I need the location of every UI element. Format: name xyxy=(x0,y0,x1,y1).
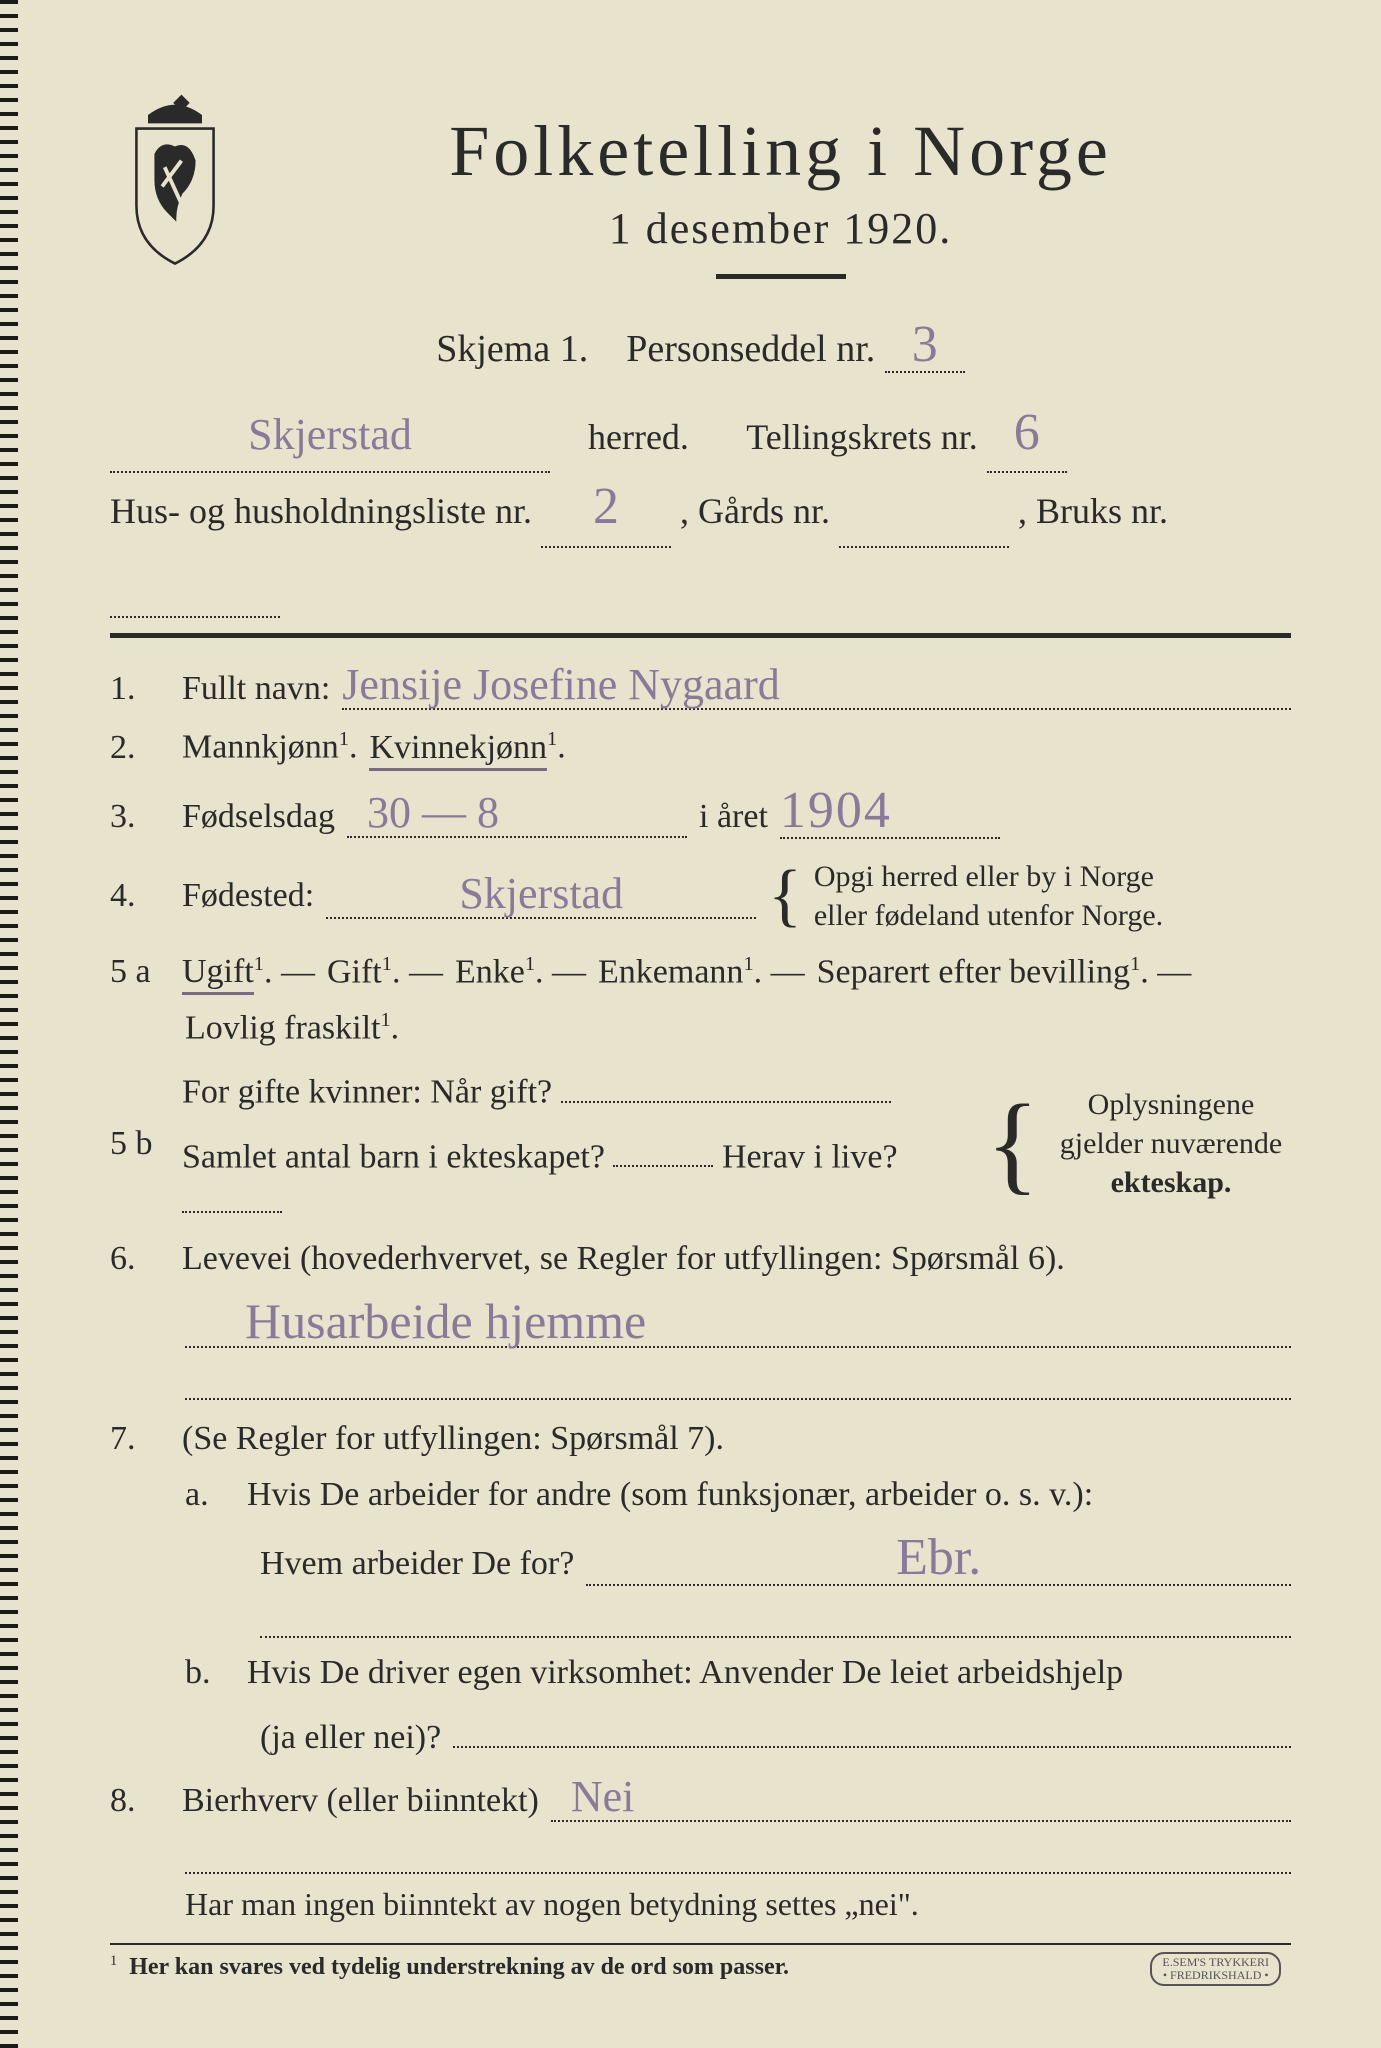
q5b-row: 5 b For gifte kvinner: Når gift? Samlet … xyxy=(110,1065,1291,1222)
q7a-row2: Hvem arbeider De for? Ebr. xyxy=(260,1532,1291,1586)
q3-label-year: i året xyxy=(699,798,768,836)
q3-num: 3. xyxy=(110,798,170,836)
q8-value: Nei xyxy=(571,1775,635,1819)
hushold-value: 2 xyxy=(593,481,619,533)
q5a-opt-enke: Enke1. — xyxy=(455,953,586,991)
q4-num: 4. xyxy=(110,877,170,915)
q7a-blank-line xyxy=(260,1636,1291,1638)
q5a-opt-separert: Separert efter bevilling1. — xyxy=(817,953,1192,991)
q5b-alive-label: Herav i live? xyxy=(722,1138,898,1175)
q5b-children-label: Samlet antal barn i ekteskapet? xyxy=(182,1138,605,1175)
title-block: Folketelling i Norge 1 desember 1920. xyxy=(270,110,1291,309)
q4-value: Skjerstad xyxy=(459,872,623,916)
brace-icon: { xyxy=(768,878,802,913)
q2-row: 2. Mannkjønn1. Kvinnekjønn1. xyxy=(110,728,1291,766)
q5b-note: Oplysningene gjelder nuværende ekteskap. xyxy=(1051,1085,1291,1202)
q5a-num: 5 a xyxy=(110,953,170,991)
q6-num: 6. xyxy=(110,1240,170,1278)
q2-num: 2. xyxy=(110,729,170,767)
herred-label: herred. xyxy=(588,417,689,457)
q7b-text2: (ja eller nei)? xyxy=(260,1719,441,1757)
footnote: 1 Her kan svares ved tydelig understrekn… xyxy=(110,1953,1291,1981)
q6-value: Husarbeide hjemme xyxy=(245,1296,646,1346)
q4-note: Opgi herred eller by i Norge eller fødel… xyxy=(814,857,1163,935)
sub-title: 1 desember 1920. xyxy=(270,203,1291,254)
skjema-label: Skjema 1. xyxy=(436,328,588,370)
q8-num: 8. xyxy=(110,1782,170,1820)
printer-stamp: E.SEM'S TRYKKERI• FREDRIKSHALD • xyxy=(1150,1952,1281,1986)
q7a-text2: Hvem arbeider De for? xyxy=(260,1545,574,1583)
q3-day-value: 30 — 8 xyxy=(367,791,499,835)
gards-label: , Gårds nr. xyxy=(680,491,830,531)
personseddel-value: 3 xyxy=(912,319,938,371)
krets-label: Tellingskrets nr. xyxy=(746,417,977,457)
krets-value: 6 xyxy=(1014,407,1040,459)
herred-line: Skjerstad herred. Tellingskrets nr. 6 xyxy=(110,403,1291,473)
q6-label: Levevei (hovederhvervet, se Regler for u… xyxy=(182,1240,1065,1278)
q7b-row1: b. Hvis De driver egen virksomhet: Anven… xyxy=(185,1654,1291,1692)
q1-row: 1. Fullt navn: Jensije Josefine Nygaard xyxy=(110,663,1291,710)
title-rule xyxy=(716,274,846,279)
header-block: Folketelling i Norge 1 desember 1920. xyxy=(110,110,1291,309)
q1-num: 1. xyxy=(110,670,170,708)
skjema-line: Skjema 1. Personseddel nr. 3 xyxy=(110,319,1291,373)
bruks-label: , Bruks nr. xyxy=(1018,491,1168,531)
q6-value-line: Husarbeide hjemme xyxy=(185,1296,1291,1348)
q7-row: 7. (Se Regler for utfyllingen: Spørsmål … xyxy=(110,1420,1291,1458)
q6-row: 6. Levevei (hovederhvervet, se Regler fo… xyxy=(110,1240,1291,1278)
coat-of-arms-icon xyxy=(110,90,240,270)
q8-blank-line xyxy=(185,1872,1291,1874)
q7b-marker: b. xyxy=(185,1654,235,1692)
hushold-line: Hus- og husholdningsliste nr. 2 , Gårds … xyxy=(110,477,1291,618)
q5a-opt-ugift: Ugift1. — xyxy=(182,953,315,991)
q8-row: 8. Bierhverv (eller biinntekt) Nei xyxy=(110,1775,1291,1822)
q3-row: 3. Fødselsdag 30 — 8 i året 1904 xyxy=(110,785,1291,839)
q2-opt2: Kvinnekjønn1. xyxy=(369,728,565,766)
q1-value: Jensije Josefine Nygaard xyxy=(342,663,779,707)
q7a-row1: a. Hvis De arbeider for andre (som funks… xyxy=(185,1476,1291,1514)
q7b-row2: (ja eller nei)? xyxy=(260,1710,1291,1756)
q3-label-day: Fødselsdag xyxy=(182,798,335,836)
personseddel-label: Personseddel nr. xyxy=(626,328,875,370)
q6-blank-line xyxy=(185,1398,1291,1400)
footnote-rule xyxy=(110,1943,1291,1945)
hushold-label: Hus- og husholdningsliste nr. xyxy=(110,491,532,531)
divider-top xyxy=(110,633,1291,638)
brace-icon: { xyxy=(986,1116,1039,1171)
q5a-opt-fraskilt: Lovlig fraskilt1. xyxy=(185,1009,399,1047)
q5a-row: 5 a Ugift1. — Gift1. — Enke1. — Enkemann… xyxy=(110,953,1291,991)
q5a-tail: Lovlig fraskilt1. xyxy=(185,1009,1291,1047)
q7b-text1: Hvis De driver egen virksomhet: Anvender… xyxy=(247,1654,1123,1692)
q4-row: 4. Fødested: Skjerstad { Opgi herred ell… xyxy=(110,857,1291,935)
q5a-opt-enkemann: Enkemann1. — xyxy=(598,953,805,991)
census-form-page: Folketelling i Norge 1 desember 1920. Sk… xyxy=(0,0,1381,2048)
q2-opt1: Mannkjønn1. xyxy=(182,728,357,766)
q7a-value: Ebr. xyxy=(896,1532,981,1584)
q8-label: Bierhverv (eller biinntekt) xyxy=(182,1782,539,1820)
q5b-when-label: For gifte kvinner: Når gift? xyxy=(182,1074,552,1111)
q7-label: (Se Regler for utfyllingen: Spørsmål 7). xyxy=(182,1420,724,1458)
q4-label: Fødested: xyxy=(182,877,314,915)
q3-year-value: 1904 xyxy=(780,785,892,837)
main-title: Folketelling i Norge xyxy=(270,110,1291,193)
herred-value: Skjerstad xyxy=(248,413,412,457)
q1-label: Fullt navn: xyxy=(182,670,330,708)
q5a-opt-gift: Gift1. — xyxy=(327,953,443,991)
bottom-note: Har man ingen biinntekt av nogen betydni… xyxy=(185,1886,1291,1923)
q5b-num: 5 b xyxy=(110,1125,170,1163)
q7a-text1: Hvis De arbeider for andre (som funksjon… xyxy=(247,1476,1093,1514)
q7a-marker: a. xyxy=(185,1476,235,1514)
q7-num: 7. xyxy=(110,1420,170,1458)
left-perforation xyxy=(0,0,18,2048)
